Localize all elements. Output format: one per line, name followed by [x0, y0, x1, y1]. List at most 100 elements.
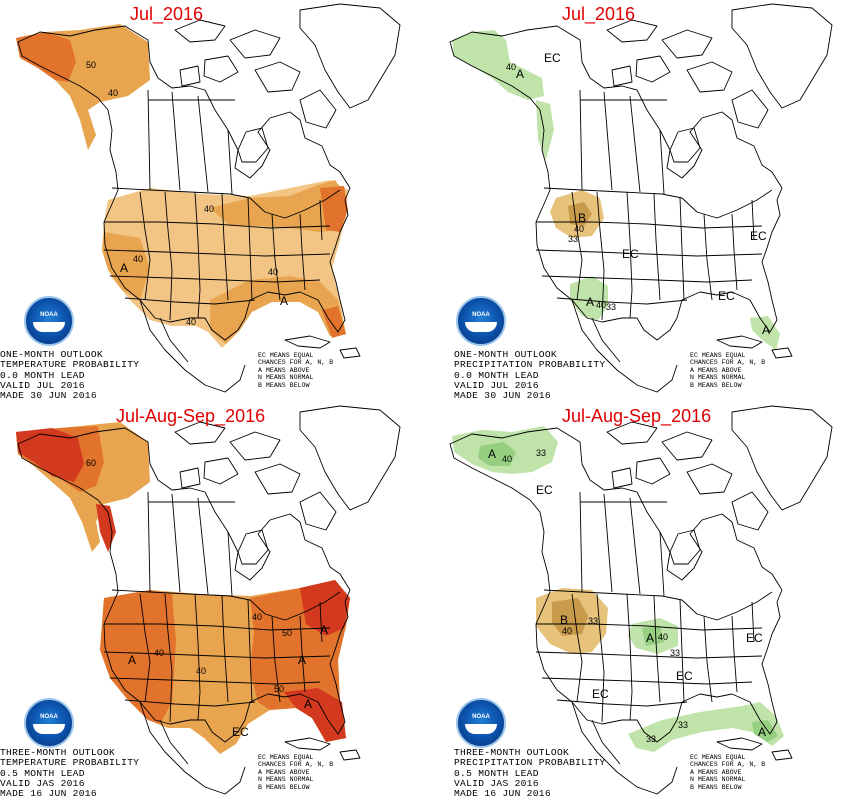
map-label: EC — [232, 725, 249, 739]
above-normal-shading — [16, 422, 350, 754]
map-label: 40 — [133, 254, 143, 264]
panel-title: Jul-Aug-Sep_2016 — [562, 406, 712, 426]
caption-line: PRECIPITATION PROBABILITY — [454, 757, 606, 769]
caption-line: VALID JUL 2016 — [454, 379, 539, 391]
map-caption: THREE-MONTH OUTLOOK TEMPERATURE PROBABIL… — [0, 747, 140, 800]
map-label: A — [586, 295, 594, 309]
map-label: 33 — [588, 616, 598, 626]
panel-title: Jul_2016 — [130, 4, 204, 24]
temperature-map: 60 A 40 40 50 A 40 A 50 A EC — [16, 405, 401, 795]
caption-line: ONE-MONTH OUTLOOK — [454, 349, 557, 360]
map-label: 50 — [274, 684, 284, 694]
map-label: A — [280, 294, 288, 308]
map-caption: ONE-MONTH OUTLOOK TEMPERATURE PROBABILIT… — [0, 349, 140, 402]
map-label: 40 — [502, 454, 512, 464]
caption-line: VALID JAS 2016 — [454, 777, 539, 789]
map-label: EC — [676, 669, 693, 683]
legend-line: B MEANS BELOW — [690, 381, 742, 389]
legend-line: EC MEANS EQUAL — [258, 754, 314, 761]
map-label: EC — [592, 687, 609, 701]
caption-line: MADE 16 JUN 2016 — [454, 788, 551, 800]
legend-line: A MEANS ABOVE — [690, 768, 742, 776]
map-label: 40 — [268, 267, 278, 277]
legend-line: CHANCES FOR A, N, B — [690, 359, 766, 367]
legend-line: CHANCES FOR A, N, B — [690, 761, 766, 769]
map-label: A — [320, 623, 328, 637]
noaa-logo: NOAA — [456, 296, 506, 346]
map-label: A — [120, 261, 128, 275]
panel-title: Jul_2016 — [562, 4, 636, 24]
panel-jul-temperature: A A 40 40 40 40 50 40 Jul_2016 NOAA ONE-… — [0, 0, 420, 402]
caption-line: 0.5 MONTH LEAD — [0, 767, 85, 779]
noaa-logo: NOAA — [24, 698, 74, 748]
legend-line: B MEANS BELOW — [258, 381, 310, 389]
map-label: 33 — [606, 302, 616, 312]
caption-line: THREE-MONTH OUTLOOK — [0, 747, 116, 758]
legend-line: CHANCES FOR A, N, B — [258, 359, 334, 367]
map-label: 40 — [186, 317, 196, 327]
map-label: A — [516, 67, 524, 81]
panel-jul-precipitation: EC A 40 B 40 33 EC EC A 40 33 EC A Jul_2… — [432, 0, 852, 402]
legend-line: N MEANS NORMAL — [690, 374, 746, 382]
map-label: 50 — [282, 628, 292, 638]
legend-line: EC MEANS EQUAL — [258, 352, 314, 359]
legend-line: B MEANS BELOW — [690, 783, 742, 791]
map-legend: EC MEANS EQUAL CHANCES FOR A, N, B A MEA… — [690, 754, 765, 791]
legend-line: A MEANS ABOVE — [258, 366, 310, 374]
caption-line: VALID JAS 2016 — [0, 777, 85, 789]
map-caption: THREE-MONTH OUTLOOK PRECIPITATION PROBAB… — [454, 747, 606, 800]
panel-jas-temperature: 60 A 40 40 50 A 40 A 50 A EC Jul-Aug-Sep… — [0, 402, 420, 800]
caption-line: TEMPERATURE PROBABILITY — [0, 757, 140, 769]
legend-line: EC MEANS EQUAL — [690, 352, 746, 359]
map-label: A — [762, 323, 770, 337]
map-label: B — [578, 211, 586, 225]
map-label: EC — [746, 631, 763, 645]
noaa-logo-text: NOAA — [40, 714, 58, 720]
caption-line: PRECIPITATION PROBABILITY — [454, 359, 606, 371]
caption-line: TEMPERATURE PROBABILITY — [0, 359, 140, 371]
map-label: 40 — [596, 300, 606, 310]
map-labels: 60 A 40 40 50 A 40 A 50 A EC — [86, 458, 328, 739]
temperature-map: A A 40 40 40 40 50 40 — [16, 3, 401, 393]
map-label: EC — [622, 247, 639, 261]
noaa-logo-text: NOAA — [472, 312, 490, 318]
caption-line: MADE 30 JUN 2016 — [454, 390, 551, 402]
map-label: 33 — [670, 648, 680, 658]
panel-title: Jul-Aug-Sep_2016 — [116, 406, 266, 426]
above-normal-shading — [16, 24, 348, 348]
map-label: A — [488, 447, 496, 461]
caption-line: THREE-MONTH OUTLOOK — [454, 747, 570, 758]
caption-line: MADE 30 JUN 2016 — [0, 390, 97, 402]
map-label: 33 — [536, 448, 546, 458]
map-caption: ONE-MONTH OUTLOOK PRECIPITATION PROBABIL… — [454, 349, 606, 402]
map-label: EC — [718, 289, 735, 303]
map-label: A — [646, 631, 654, 645]
map-label: 40 — [252, 612, 262, 622]
map-label: EC — [750, 229, 767, 243]
caption-line: 0.0 MONTH LEAD — [454, 369, 539, 381]
precipitation-map: A 40 33 EC B 40 33 A 40 33 EC EC EC 33 3… — [449, 405, 833, 795]
legend-line: N MEANS NORMAL — [258, 776, 314, 784]
noaa-logo-text: NOAA — [40, 312, 58, 318]
panel-jas-precipitation: A 40 33 EC B 40 33 A 40 33 EC EC EC 33 3… — [432, 402, 852, 800]
caption-line: VALID JUL 2016 — [0, 379, 85, 391]
map-label: A — [128, 653, 136, 667]
legend-line: A MEANS ABOVE — [690, 366, 742, 374]
map-label: 40 — [196, 666, 206, 676]
precipitation-map: EC A 40 B 40 33 EC EC A 40 33 EC A — [449, 3, 833, 393]
map-label: EC — [536, 483, 553, 497]
map-label: 50 — [86, 60, 96, 70]
map-label: 40 — [562, 626, 572, 636]
map-label: 33 — [678, 720, 688, 730]
caption-line: 0.0 MONTH LEAD — [0, 369, 85, 381]
map-label: EC — [544, 51, 561, 65]
map-labels: A 40 33 EC B 40 33 A 40 33 EC EC EC 33 3… — [488, 447, 766, 744]
map-legend: EC MEANS EQUAL CHANCES FOR A, N, B A MEA… — [258, 352, 333, 389]
legend-line: N MEANS NORMAL — [690, 776, 746, 784]
map-label: 33 — [568, 234, 578, 244]
caption-line: MADE 16 JUN 2016 — [0, 788, 97, 800]
map-labels: EC A 40 B 40 33 EC EC A 40 33 EC A — [506, 51, 770, 337]
map-label: 33 — [646, 734, 656, 744]
map-label: 40 — [658, 632, 668, 642]
map-label: 40 — [204, 204, 214, 214]
